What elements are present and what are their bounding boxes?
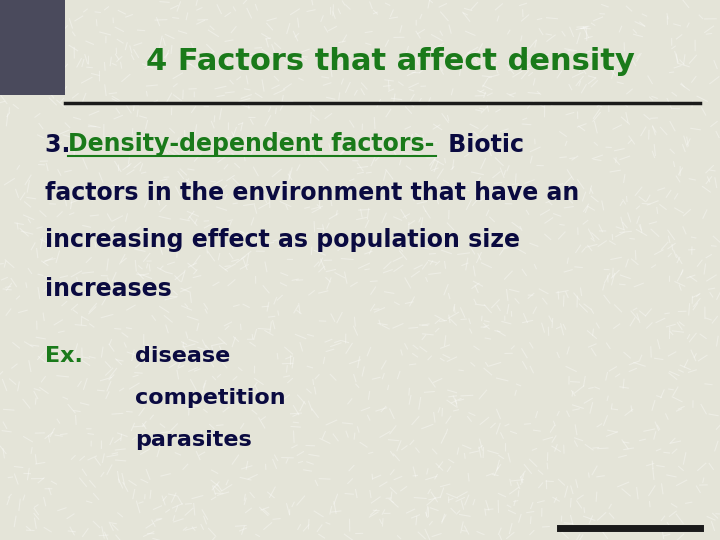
Text: 3.: 3. bbox=[45, 132, 78, 157]
Bar bbox=[0, 0, 65, 94]
Text: increases: increases bbox=[45, 276, 172, 300]
Text: factors in the environment that have an: factors in the environment that have an bbox=[45, 180, 580, 205]
Text: Density-dependent factors-: Density-dependent factors- bbox=[68, 132, 434, 157]
Text: disease: disease bbox=[135, 347, 230, 367]
Text: increasing effect as population size: increasing effect as population size bbox=[45, 228, 520, 253]
Text: parasites: parasites bbox=[135, 430, 252, 450]
Text: competition: competition bbox=[135, 388, 286, 408]
Text: 4 Factors that affect density: 4 Factors that affect density bbox=[145, 48, 634, 77]
Text: Ex.: Ex. bbox=[45, 347, 83, 367]
Text: Biotic: Biotic bbox=[440, 132, 524, 157]
